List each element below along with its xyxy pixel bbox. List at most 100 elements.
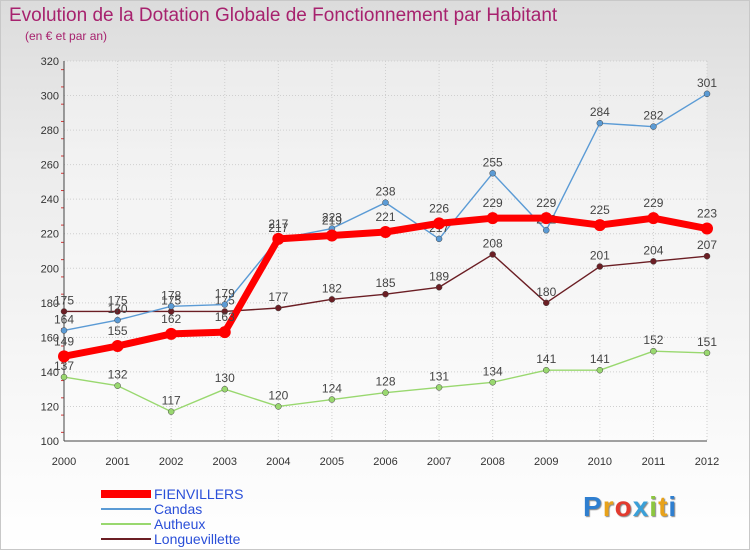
data-point: [435, 384, 443, 391]
x-tick-label: 2009: [534, 456, 558, 468]
legend-label: Longuevillette: [154, 531, 241, 547]
x-tick-label: 2003: [213, 456, 237, 468]
x-tick-label: 2005: [320, 456, 344, 468]
data-point: [111, 340, 124, 352]
data-point: [703, 252, 711, 260]
data-point: [489, 379, 496, 386]
data-point: [60, 373, 68, 381]
data-point: [543, 299, 550, 307]
logo-letter: i: [668, 491, 678, 522]
data-point: [221, 308, 228, 315]
data-label: 208: [483, 236, 503, 250]
chart-subtitle: (en € et par an): [25, 29, 108, 43]
data-label: 141: [590, 352, 610, 366]
data-label: 284: [590, 105, 610, 119]
data-label: 170: [108, 302, 128, 316]
logo-letter: r: [602, 491, 615, 522]
data-label: 185: [375, 276, 395, 290]
data-label: 117: [162, 394, 181, 408]
x-tick-label: 2010: [588, 456, 612, 468]
x-tick-label: 2000: [52, 456, 76, 468]
y-tick-label: 160: [41, 332, 59, 344]
data-label: 219: [322, 213, 342, 227]
data-point: [328, 396, 336, 403]
data-point: [543, 227, 550, 234]
data-label: 225: [590, 203, 610, 217]
data-label: 226: [429, 201, 449, 215]
data-point: [596, 366, 604, 374]
logo-letter: t: [658, 491, 669, 522]
data-point: [489, 251, 496, 258]
data-label: 141: [536, 352, 556, 366]
data-point: [540, 212, 553, 225]
x-tick-label: 2006: [373, 456, 397, 468]
data-label: 182: [322, 281, 342, 295]
logo-letter: o: [614, 491, 633, 522]
data-point: [489, 170, 496, 177]
data-point: [647, 212, 660, 225]
data-label: 130: [215, 371, 235, 385]
data-point: [703, 90, 711, 98]
data-point: [703, 349, 711, 357]
data-point: [486, 212, 499, 225]
x-tick-label: 2011: [642, 456, 666, 468]
x-tick-label: 2012: [695, 456, 719, 468]
data-label: 229: [643, 196, 663, 210]
data-label: 201: [590, 249, 610, 263]
logo-letter: P: [583, 491, 603, 522]
data-point: [435, 235, 443, 243]
data-point: [650, 123, 657, 130]
legend-label: FIENVILLERS: [154, 486, 243, 502]
x-tick-label: 2001: [105, 456, 129, 468]
logo-letter: x: [632, 491, 650, 522]
data-point: [218, 326, 231, 339]
x-tick-label: 2004: [266, 456, 290, 468]
data-label: 229: [483, 196, 503, 210]
y-tick-label: 120: [41, 401, 59, 413]
data-label: 134: [483, 364, 503, 378]
data-point: [167, 408, 175, 415]
data-point: [382, 389, 389, 396]
data-label: 217: [268, 221, 288, 235]
legend-label: Candas: [154, 501, 202, 517]
data-point: [114, 308, 121, 315]
data-label: 229: [536, 196, 556, 210]
data-point: [593, 219, 606, 232]
data-label: 128: [375, 375, 395, 389]
y-tick-label: 280: [41, 125, 59, 137]
data-label: 255: [483, 155, 503, 169]
data-point: [650, 347, 657, 355]
data-label: 180: [536, 285, 556, 299]
data-point: [221, 301, 228, 308]
y-tick-label: 300: [41, 91, 59, 103]
x-tick-label: 2002: [159, 456, 183, 468]
data-point: [275, 403, 282, 410]
data-label: 238: [375, 185, 395, 199]
data-label: 178: [161, 288, 181, 302]
data-point: [325, 229, 338, 242]
data-point: [272, 232, 285, 245]
data-label: 151: [697, 335, 717, 349]
data-label: 301: [697, 76, 717, 90]
data-point: [165, 327, 178, 340]
data-label: 204: [643, 243, 663, 257]
data-point: [221, 385, 228, 393]
logo-letter: i: [649, 491, 659, 522]
data-label: 223: [697, 207, 717, 221]
data-point: [379, 226, 392, 238]
data-point: [543, 366, 550, 374]
data-point: [58, 350, 70, 363]
data-point: [328, 296, 336, 303]
data-label: 175: [215, 293, 235, 307]
data-label: 155: [108, 324, 128, 338]
data-point: [596, 119, 604, 127]
data-label: 221: [375, 210, 395, 224]
chart-title: Evolution de la Dotation Globale de Fonc…: [9, 5, 558, 26]
data-label: 131: [429, 369, 449, 383]
data-point: [60, 308, 68, 315]
data-point: [433, 217, 446, 230]
data-point: [275, 304, 282, 312]
data-label: 282: [643, 109, 663, 123]
